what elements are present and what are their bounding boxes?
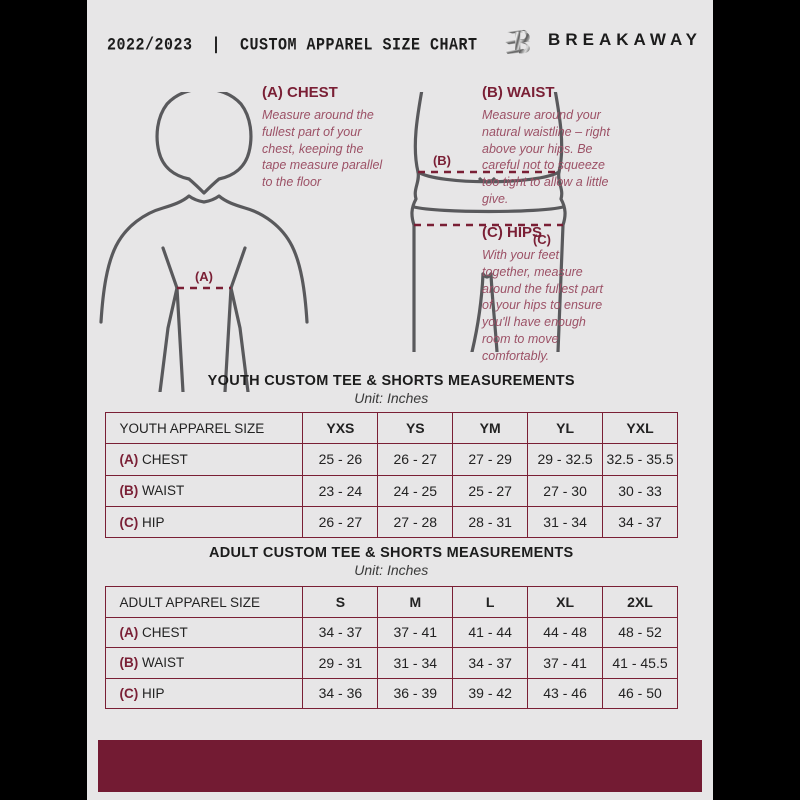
- svg-text:(B): (B): [433, 153, 451, 168]
- svg-text:(A): (A): [195, 269, 213, 284]
